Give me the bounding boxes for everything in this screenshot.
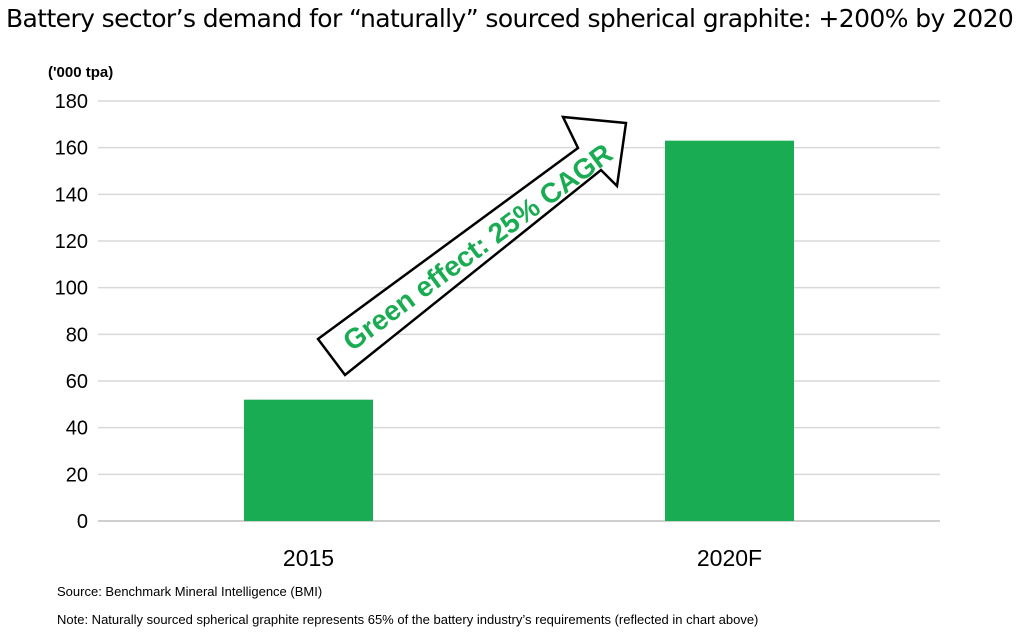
y-tick-label: 80 [66, 324, 88, 346]
bar-2020F [665, 140, 794, 521]
y-tick-label: 40 [66, 418, 88, 440]
footnote: Note: Naturally sourced spherical graphi… [57, 612, 759, 627]
x-tick-labels: 2015 2020F [283, 545, 762, 571]
y-tick-label: 140 [55, 184, 88, 206]
y-tick-label: 0 [77, 511, 88, 533]
y-tick-label: 60 [66, 371, 88, 393]
y-tick-labels: 0 20 40 60 80 100 120 140 160 180 [55, 91, 88, 533]
x-tick-label: 2020F [697, 545, 762, 571]
y-tick-label: 160 [55, 138, 88, 160]
source-note: Source: Benchmark Mineral Intelligence (… [57, 584, 323, 599]
gridlines [98, 100, 940, 522]
bars [244, 140, 794, 521]
x-tick-label: 2015 [283, 545, 334, 571]
bar-2015 [244, 399, 373, 521]
y-tick-label: 100 [55, 278, 88, 300]
arrow-shape [316, 115, 628, 377]
y-tick-label: 120 [55, 231, 88, 253]
cagr-arrow: Green effect: 25% CAGR [316, 115, 628, 377]
y-tick-label: 20 [66, 464, 88, 486]
y-axis-unit-label: ('000 tpa) [48, 64, 114, 81]
annotation-text: Green effect: 25% CAGR [337, 138, 618, 357]
y-tick-label: 180 [55, 91, 88, 113]
chart-title: Battery sector’s demand for “naturally” … [6, 4, 1014, 33]
